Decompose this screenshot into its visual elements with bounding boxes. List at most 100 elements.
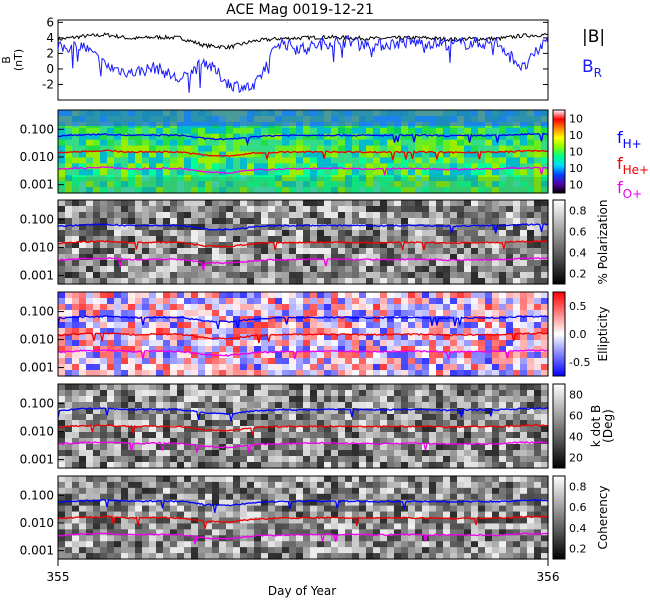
heatmap-cell: [443, 358, 451, 365]
heatmap-cell: [282, 553, 290, 560]
heatmap-cell: [282, 224, 290, 231]
heatmap-cell: [310, 364, 318, 371]
heatmap-cell: [345, 272, 353, 279]
heatmap-cell: [345, 310, 353, 317]
heatmap-cell: [163, 139, 171, 147]
heatmap-cell: [317, 133, 325, 141]
heatmap-cell: [324, 384, 332, 391]
heatmap-cell: [247, 206, 255, 213]
heatmap-cell: [65, 236, 73, 243]
heatmap-cell: [100, 476, 108, 483]
heatmap-cell: [317, 187, 325, 194]
heatmap-cell: [156, 426, 164, 433]
heatmap-cell: [100, 212, 108, 219]
heatmap-cell: [422, 438, 430, 445]
heatmap-cell: [135, 272, 143, 279]
heatmap-cell: [359, 163, 367, 170]
heatmap-cell: [128, 316, 136, 323]
heatmap-cell: [366, 432, 374, 439]
heatmap-cell: [373, 218, 381, 225]
colorbar-tick-label: 10: [569, 179, 583, 192]
heatmap-cell: [499, 384, 507, 391]
heatmap-cell: [310, 346, 318, 353]
heatmap-cell: [184, 450, 192, 457]
heatmap-cell: [394, 523, 402, 530]
heatmap-cell: [331, 200, 339, 207]
heatmap-cell: [492, 420, 500, 427]
heatmap-cell: [72, 505, 80, 513]
heatmap-cell: [471, 438, 479, 445]
heatmap-cell: [429, 224, 437, 231]
heatmap-cell: [471, 175, 479, 182]
heatmap-cell: [205, 157, 213, 164]
heatmap-cell: [114, 547, 122, 554]
heatmap-cell: [429, 242, 437, 249]
heatmap-cell: [317, 127, 325, 135]
heatmap-cell: [331, 456, 339, 463]
heatmap-cell: [177, 346, 185, 353]
heatmap-cell: [345, 127, 353, 135]
heatmap-cell: [366, 340, 374, 347]
heatmap-cell: [513, 553, 521, 560]
heatmap-cell: [513, 438, 521, 445]
heatmap-cell: [275, 248, 283, 255]
heatmap-cell: [506, 181, 514, 188]
heatmap-cell: [464, 175, 472, 182]
heatmap-cell: [450, 364, 458, 371]
heatmap-cell: [233, 384, 241, 391]
heatmap-cell: [443, 346, 451, 353]
heatmap-cell: [317, 505, 325, 513]
heatmap-cell: [352, 292, 360, 299]
heatmap-cell: [478, 402, 486, 409]
heatmap-cell: [527, 236, 535, 243]
heatmap-cell: [100, 535, 108, 542]
heatmap-cell: [457, 139, 465, 147]
heatmap-cell: [520, 334, 528, 341]
heatmap-cell: [254, 390, 262, 397]
heatmap-cell: [261, 298, 269, 305]
heatmap-cell: [156, 553, 164, 560]
heatmap-cell: [485, 224, 493, 231]
heatmap-cell: [499, 248, 507, 255]
heatmap-cell: [233, 334, 241, 341]
heatmap-cell: [408, 346, 416, 353]
heatmap-cell: [513, 230, 521, 237]
heatmap-cell: [212, 476, 220, 483]
heatmap-cell: [352, 169, 360, 176]
heatmap-cell: [212, 248, 220, 255]
heatmap-cell: [275, 254, 283, 261]
heatmap-cell: [163, 462, 171, 469]
heatmap-cell: [541, 462, 549, 469]
heatmap-cell: [198, 402, 206, 409]
heatmap-cell: [436, 230, 444, 237]
heatmap-cell: [464, 547, 472, 554]
heatmap-cell: [387, 370, 395, 377]
heatmap-cell: [212, 266, 220, 273]
heatmap-cell: [380, 272, 388, 279]
heatmap-cell: [58, 328, 66, 335]
heatmap-cell: [310, 493, 318, 501]
heatmap-cell: [156, 266, 164, 273]
heatmap-cell: [184, 420, 192, 427]
heatmap-cell: [170, 236, 178, 243]
heatmap-cell: [268, 157, 276, 164]
heatmap-cell: [478, 304, 486, 311]
heatmap-cell: [226, 206, 234, 213]
heatmap-cell: [471, 402, 479, 409]
heatmap-cell: [93, 364, 101, 371]
heatmap-cell: [268, 322, 276, 329]
heatmap-cell: [282, 535, 290, 542]
heatmap-cell: [499, 340, 507, 347]
heatmap-cell: [478, 260, 486, 267]
heatmap-cell: [170, 444, 178, 451]
heatmap-cell: [156, 476, 164, 483]
heatmap-cell: [100, 278, 108, 285]
heatmap-cell: [464, 218, 472, 225]
heatmap-cell: [177, 248, 185, 255]
heatmap-cell: [261, 541, 269, 548]
heatmap-cell: [478, 328, 486, 335]
heatmap-cell: [485, 254, 493, 261]
heatmap-cell: [121, 529, 129, 536]
heatmap-cell: [142, 212, 150, 219]
heatmap-cell: [121, 248, 129, 255]
